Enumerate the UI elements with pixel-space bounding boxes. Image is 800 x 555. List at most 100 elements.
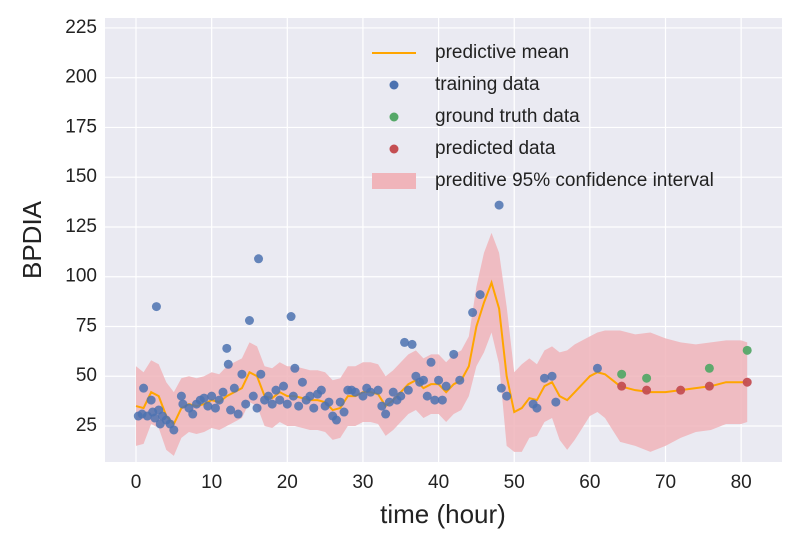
- data-point: [176, 391, 186, 401]
- data-point: [366, 387, 376, 397]
- data-point: [218, 387, 228, 397]
- x-tick-label: 10: [201, 472, 222, 493]
- data-point: [226, 405, 236, 415]
- data-point: [400, 337, 410, 347]
- data-point: [422, 391, 432, 401]
- y-tick-label: 100: [65, 266, 97, 287]
- data-point: [188, 409, 198, 419]
- y-tick-label: 50: [76, 365, 97, 386]
- data-point: [316, 385, 326, 395]
- data-point: [373, 385, 383, 395]
- data-point: [244, 316, 254, 326]
- legend-label: preditive 95% confidence interval: [435, 170, 714, 191]
- data-point: [309, 403, 319, 413]
- data-point: [592, 363, 602, 373]
- data-point: [263, 391, 273, 401]
- data-point: [305, 391, 315, 401]
- data-point: [297, 377, 307, 387]
- data-point: [275, 395, 285, 405]
- data-point: [222, 343, 232, 353]
- data-point: [288, 391, 298, 401]
- data-point: [704, 381, 714, 391]
- data-point: [294, 401, 304, 411]
- x-tick-label: 20: [277, 472, 298, 493]
- data-point: [617, 381, 627, 391]
- data-point: [331, 415, 341, 425]
- y-tick-label: 25: [76, 415, 97, 436]
- data-point: [396, 391, 406, 401]
- data-point: [279, 381, 289, 391]
- legend: predictive mean training data ground truth…: [372, 42, 714, 191]
- data-point: [271, 385, 281, 395]
- legend-dot: [389, 112, 399, 122]
- data-point: [437, 395, 447, 405]
- data-point: [210, 403, 220, 413]
- data-point: [532, 403, 542, 413]
- data-point: [233, 409, 243, 419]
- data-point: [358, 391, 368, 401]
- data-point: [169, 425, 179, 435]
- data-point: [539, 373, 549, 383]
- data-point: [468, 308, 478, 318]
- data-point: [146, 395, 156, 405]
- y-tick-label: 200: [65, 67, 97, 88]
- data-point: [150, 413, 160, 423]
- x-tick-label: 60: [579, 472, 600, 493]
- data-point: [199, 393, 209, 403]
- data-point: [254, 254, 264, 264]
- legend-label: predicted data: [435, 138, 556, 159]
- data-point: [704, 363, 714, 373]
- data-point: [496, 383, 506, 393]
- data-point: [617, 369, 627, 379]
- data-point: [229, 383, 239, 393]
- data-point: [426, 357, 436, 367]
- legend-label: predictive mean: [435, 42, 569, 63]
- legend-patch: [372, 173, 416, 189]
- data-point: [377, 401, 387, 411]
- data-point: [441, 381, 451, 391]
- data-point: [151, 302, 161, 312]
- y-axis-label: BPDIA: [17, 200, 47, 279]
- legend-label: ground truth data: [435, 106, 580, 127]
- data-point: [676, 385, 686, 395]
- data-point: [339, 407, 349, 417]
- data-point: [256, 369, 266, 379]
- data-point: [267, 399, 277, 409]
- data-point: [203, 401, 213, 411]
- data-point: [475, 290, 485, 300]
- data-point: [434, 375, 444, 385]
- y-tick-label: 75: [76, 315, 97, 336]
- data-point: [324, 397, 334, 407]
- data-point: [290, 363, 300, 373]
- data-point: [381, 409, 391, 419]
- data-point: [407, 339, 417, 349]
- data-point: [502, 391, 512, 401]
- y-tick-label: 225: [65, 17, 97, 38]
- data-point: [223, 359, 233, 369]
- data-point: [642, 385, 652, 395]
- data-point: [418, 375, 428, 385]
- data-point: [742, 377, 752, 387]
- data-point: [449, 349, 459, 359]
- data-point: [494, 200, 504, 210]
- data-point: [237, 369, 247, 379]
- y-tick-label: 150: [65, 166, 97, 187]
- legend-label: training data: [435, 74, 540, 95]
- data-point: [455, 375, 465, 385]
- data-point: [551, 397, 561, 407]
- mean-line: [135, 279, 748, 426]
- data-point: [286, 312, 296, 322]
- legend-dot: [389, 144, 399, 154]
- x-tick-label: 70: [655, 472, 676, 493]
- y-tick-label: 175: [65, 116, 97, 137]
- data-point: [742, 345, 752, 355]
- data-point: [350, 387, 360, 397]
- data-point: [214, 395, 224, 405]
- data-point: [384, 397, 394, 407]
- data-point: [241, 399, 251, 409]
- data-point: [547, 371, 557, 381]
- x-tick-label: 0: [131, 472, 142, 493]
- x-axis-label: time (hour): [380, 499, 506, 529]
- data-point: [207, 391, 217, 401]
